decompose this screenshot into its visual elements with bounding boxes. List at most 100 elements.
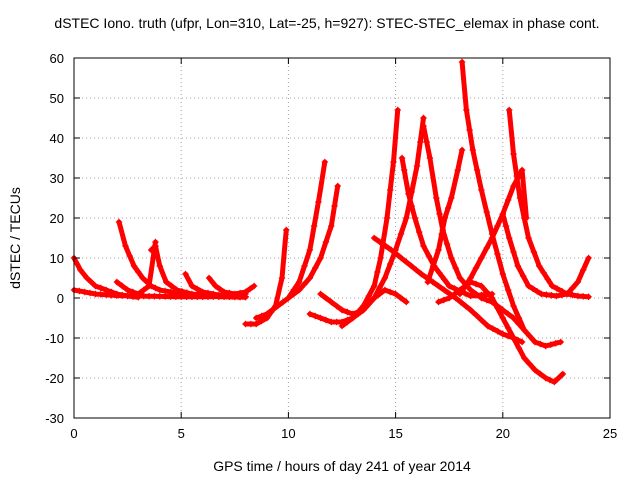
data-point bbox=[494, 250, 501, 258]
data-point bbox=[394, 106, 401, 114]
data-point bbox=[580, 266, 587, 274]
y-tick-label: 40 bbox=[50, 131, 64, 146]
data-point bbox=[344, 308, 351, 316]
data-point bbox=[312, 312, 319, 320]
data-point bbox=[466, 126, 473, 134]
data-point bbox=[515, 344, 523, 352]
data-point bbox=[403, 298, 410, 306]
data-point bbox=[510, 248, 517, 256]
data-point bbox=[420, 122, 427, 130]
series-line bbox=[457, 167, 529, 297]
data-point bbox=[168, 282, 175, 290]
data-point bbox=[156, 286, 163, 294]
data-point bbox=[376, 238, 384, 246]
data-point bbox=[473, 312, 480, 319]
data-point bbox=[397, 230, 405, 238]
data-point bbox=[537, 340, 544, 348]
data-point bbox=[370, 234, 378, 242]
data-point bbox=[167, 288, 174, 296]
data-point bbox=[553, 292, 560, 300]
data-point bbox=[499, 330, 506, 338]
data-point bbox=[525, 234, 532, 242]
data-point bbox=[92, 290, 99, 298]
data-point bbox=[283, 226, 290, 234]
data-point bbox=[467, 274, 474, 282]
data-point bbox=[278, 274, 286, 282]
data-point bbox=[546, 376, 554, 384]
data-point bbox=[435, 269, 443, 276]
data-point bbox=[502, 222, 510, 230]
axis-ticks bbox=[73, 57, 611, 419]
data-point bbox=[370, 282, 378, 290]
data-point bbox=[504, 310, 512, 318]
data-point bbox=[435, 298, 442, 306]
data-point bbox=[328, 318, 335, 326]
data-point bbox=[542, 374, 549, 382]
data-point bbox=[424, 278, 431, 286]
data-point bbox=[306, 310, 314, 318]
data-point bbox=[510, 314, 517, 322]
data-point bbox=[322, 316, 330, 324]
data-point bbox=[126, 252, 133, 260]
data-point bbox=[478, 186, 485, 194]
series-arc-4 bbox=[113, 238, 159, 298]
data-point bbox=[425, 252, 433, 260]
data-point bbox=[129, 288, 137, 296]
data-point bbox=[521, 354, 528, 362]
series-line bbox=[371, 235, 525, 345]
data-point bbox=[499, 270, 506, 278]
data-point bbox=[97, 291, 104, 298]
data-point bbox=[92, 282, 99, 290]
y-axis-label: dSTEC / TECUs bbox=[7, 187, 23, 289]
series-arc-13 bbox=[338, 106, 401, 330]
data-point bbox=[542, 342, 549, 350]
data-point bbox=[510, 182, 517, 190]
data-point bbox=[279, 298, 287, 306]
data-point bbox=[263, 310, 271, 318]
data-point bbox=[417, 138, 424, 146]
data-point bbox=[317, 254, 324, 262]
data-point bbox=[408, 202, 415, 210]
data-point bbox=[533, 288, 541, 295]
data-point bbox=[246, 285, 254, 293]
data-point bbox=[518, 166, 526, 174]
series-arc-10 bbox=[285, 182, 341, 302]
data-point bbox=[328, 298, 335, 306]
data-point bbox=[274, 302, 281, 310]
y-tick-label: 50 bbox=[50, 91, 64, 106]
y-tick-label: 60 bbox=[50, 51, 64, 66]
data-point bbox=[178, 288, 186, 295]
data-point bbox=[483, 208, 490, 216]
data-point bbox=[521, 326, 528, 334]
data-point bbox=[433, 194, 440, 202]
y-tick-label: -30 bbox=[45, 411, 64, 426]
data-point bbox=[124, 292, 131, 299]
data-point bbox=[515, 314, 523, 322]
data-point bbox=[119, 282, 126, 290]
series-arc-6 bbox=[182, 270, 249, 300]
x-tick-label: 25 bbox=[603, 426, 617, 441]
data-point bbox=[467, 292, 474, 300]
x-tick-labels: 0 5 10 15 20 25 bbox=[70, 426, 617, 441]
data-point bbox=[392, 290, 399, 298]
data-point bbox=[441, 214, 449, 222]
y-tick-label: -20 bbox=[45, 371, 64, 386]
series-line bbox=[500, 211, 592, 299]
data-point bbox=[526, 332, 533, 340]
data-point bbox=[438, 230, 445, 238]
data-point bbox=[443, 240, 451, 248]
data-point bbox=[199, 288, 206, 296]
data-point bbox=[543, 291, 550, 298]
data-point bbox=[510, 150, 517, 158]
data-point bbox=[454, 166, 461, 174]
series-arc-7 bbox=[205, 274, 258, 298]
data-point bbox=[135, 290, 142, 298]
data-point bbox=[140, 292, 147, 300]
data-point bbox=[483, 296, 490, 304]
y-tick-label: 30 bbox=[50, 171, 64, 186]
data-point bbox=[81, 288, 88, 296]
data-point bbox=[253, 320, 260, 328]
data-point bbox=[408, 262, 415, 270]
data-point bbox=[388, 246, 395, 254]
data-point bbox=[290, 290, 297, 298]
